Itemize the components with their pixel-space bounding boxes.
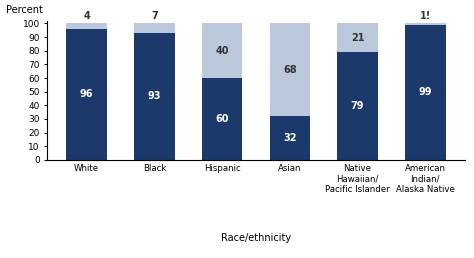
Text: 1!: 1! (419, 11, 431, 21)
Bar (337, 52, 378, 160)
Text: 4: 4 (83, 11, 90, 21)
Text: 79: 79 (351, 101, 365, 111)
Text: 40: 40 (215, 46, 229, 56)
Bar (134, 33, 175, 160)
Bar (405, 23, 446, 25)
Bar (337, 23, 378, 52)
Bar (270, 23, 310, 116)
Bar (270, 116, 310, 160)
Text: 96: 96 (80, 90, 93, 99)
Text: 68: 68 (283, 65, 297, 75)
Text: Percent: Percent (6, 5, 43, 15)
X-axis label: Race/ethnicity: Race/ethnicity (221, 233, 291, 243)
Text: 93: 93 (147, 91, 161, 101)
Text: 7: 7 (151, 11, 158, 21)
Bar (405, 25, 446, 160)
Text: 32: 32 (283, 133, 297, 143)
Bar (202, 23, 242, 78)
Text: 60: 60 (215, 114, 229, 124)
Bar (202, 78, 242, 160)
Text: 99: 99 (419, 87, 432, 97)
Bar (66, 23, 107, 29)
Bar (66, 29, 107, 160)
Text: 21: 21 (351, 33, 365, 43)
Bar (134, 23, 175, 33)
